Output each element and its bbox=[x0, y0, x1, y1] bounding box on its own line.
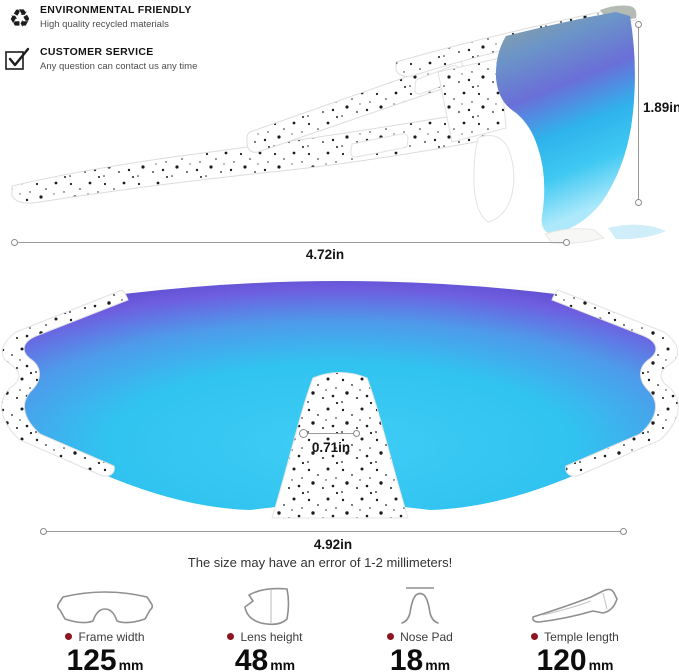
spec-label: Temple length bbox=[544, 630, 619, 644]
dimension-line-side-width bbox=[15, 242, 564, 243]
spec-value: 18 bbox=[389, 644, 424, 672]
side-height-label: 1.89in bbox=[643, 100, 679, 115]
lens-height-icon bbox=[180, 582, 350, 628]
check-icon bbox=[4, 46, 36, 78]
spec-lens-height: Lens height 48 mm bbox=[180, 582, 350, 672]
dimension-endpoint bbox=[353, 430, 360, 437]
recycle-icon: ♻ bbox=[8, 5, 32, 33]
spec-unit: mm bbox=[270, 657, 296, 672]
temple-length-icon bbox=[490, 582, 660, 628]
dimension-endpoint bbox=[635, 21, 642, 28]
front-width-label: 4.92in bbox=[313, 537, 353, 552]
spec-unit: mm bbox=[588, 657, 614, 672]
spec-value: 125 bbox=[66, 644, 117, 672]
red-bullet bbox=[387, 633, 395, 640]
size-tolerance-note: The size may have an error of 1-2 millim… bbox=[187, 555, 453, 570]
dimension-endpoint bbox=[40, 528, 47, 535]
nose-gap-label: 0.71in bbox=[311, 440, 351, 455]
spec-value: 48 bbox=[234, 644, 269, 672]
dimension-line-nose-gap bbox=[306, 433, 355, 434]
red-bullet bbox=[227, 633, 235, 640]
dimension-endpoint bbox=[11, 239, 18, 246]
spec-label: Lens height bbox=[240, 630, 303, 644]
feature-title: CUSTOMER SERVICE bbox=[40, 46, 154, 58]
dimension-endpoint bbox=[299, 429, 308, 438]
spec-unit: mm bbox=[425, 657, 451, 672]
feature-subtitle: Any question can contact us any time bbox=[40, 61, 198, 72]
spec-nose-pad: Nose Pad 18 mm bbox=[335, 582, 505, 672]
spec-unit: mm bbox=[118, 657, 144, 672]
spec-label: Frame width bbox=[78, 630, 145, 644]
dimension-endpoint bbox=[635, 199, 642, 206]
spec-frame-width: Frame width 125 mm bbox=[20, 582, 190, 672]
sunglasses-front-view bbox=[1, 276, 679, 519]
red-bullet bbox=[65, 633, 73, 640]
feature-subtitle: High quality recycled materials bbox=[40, 19, 169, 30]
side-width-label: 4.72in bbox=[305, 247, 345, 262]
feature-title: ENVIRONMENTAL FRIENDLY bbox=[40, 4, 192, 16]
dimension-line-front-width bbox=[44, 531, 622, 532]
dimension-line-side-height bbox=[638, 28, 639, 200]
spec-temple-length: Temple length 120 mm bbox=[490, 582, 660, 672]
dimension-endpoint bbox=[620, 528, 627, 535]
sunglasses-side-view bbox=[11, 5, 666, 244]
spec-value: 120 bbox=[536, 644, 587, 672]
red-bullet bbox=[531, 633, 539, 640]
dimension-endpoint bbox=[563, 239, 570, 246]
nose-pad-icon bbox=[335, 582, 505, 628]
spec-label: Nose Pad bbox=[400, 630, 453, 644]
frame-width-icon bbox=[20, 582, 190, 628]
